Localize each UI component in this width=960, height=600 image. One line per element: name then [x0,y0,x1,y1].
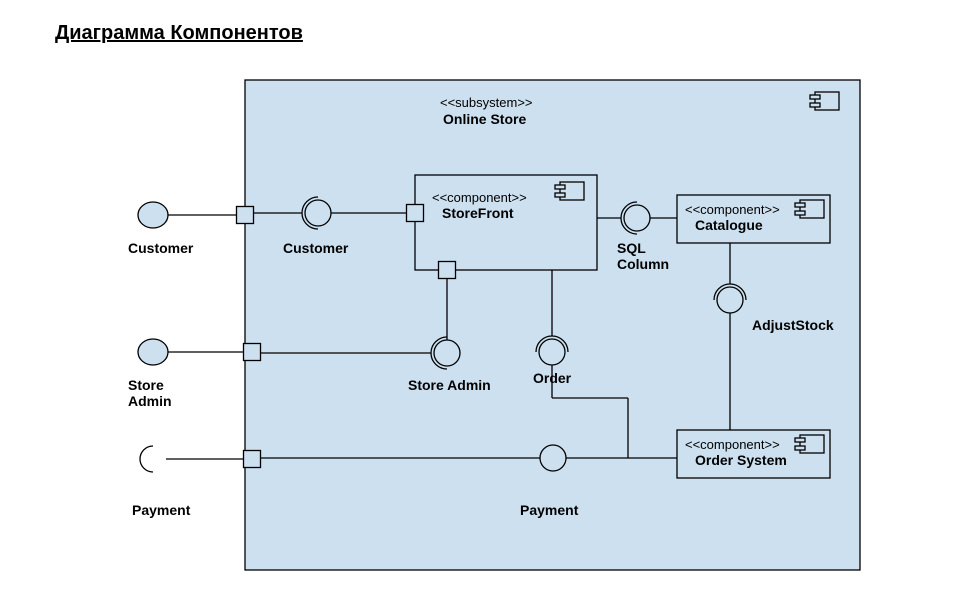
diagram-label: Store Admin [128,377,172,409]
diagram-label: Order [533,370,571,386]
diagram-label: Payment [132,502,190,518]
diagram-label: SQL Column [617,240,669,272]
diagram-label: <<component>> [432,190,527,205]
diagram-label: Payment [520,502,578,518]
diagram-label: Customer [283,240,348,256]
diagram-label: Order System [695,452,787,468]
diagram-label: <<subsystem>> [440,95,533,110]
diagram-label: Customer [128,240,193,256]
diagram-label: Online Store [443,111,526,127]
diagram-label: StoreFront [442,205,514,221]
diagram-label: <<component>> [685,202,780,217]
diagram-label: Catalogue [695,217,763,233]
diagram-label: <<component>> [685,437,780,452]
diagram-label: Store Admin [408,377,491,393]
diagram-label: AdjustStock [752,317,834,333]
